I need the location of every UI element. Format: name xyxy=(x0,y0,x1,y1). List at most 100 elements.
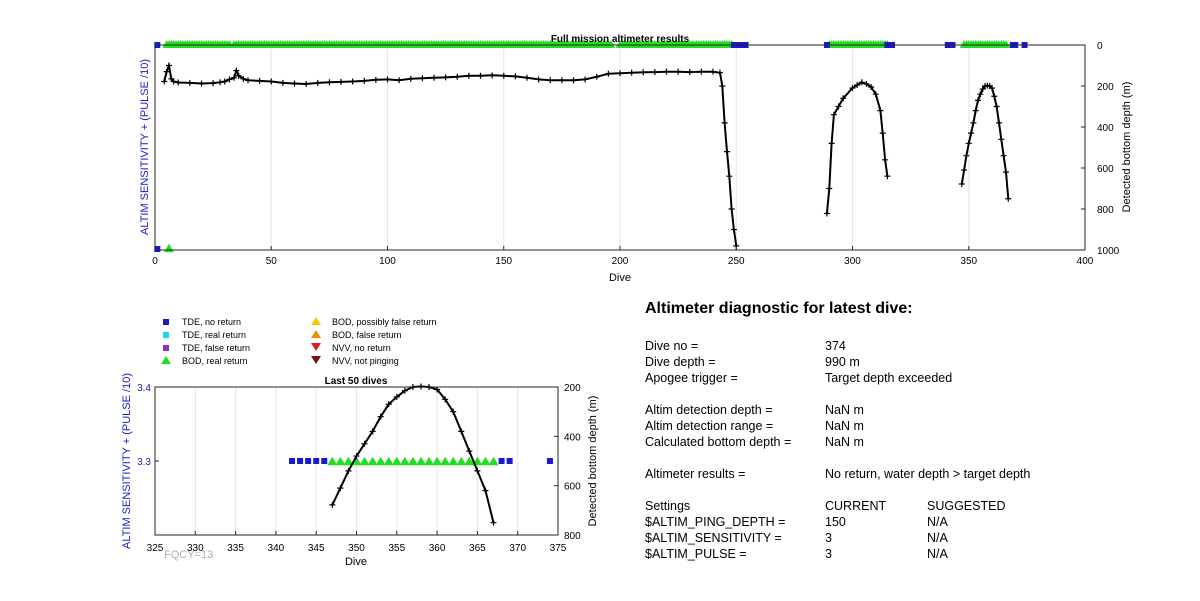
bod-real-return-marker xyxy=(424,456,435,466)
y-right-tick-label: 400 xyxy=(1097,123,1114,134)
ping-depth-current: 150 xyxy=(825,515,846,529)
depth-point xyxy=(279,79,286,86)
settings-header-row: Settings CURRENT SUGGESTED xyxy=(645,498,1165,514)
depth-point xyxy=(217,79,224,86)
square-marker-icon xyxy=(163,345,169,351)
triangle-up-marker-icon xyxy=(161,356,171,364)
depth-point xyxy=(675,68,682,75)
depth-point xyxy=(628,69,635,76)
tde-no-return-marker xyxy=(321,458,328,464)
dive-depth-value: 990 m xyxy=(825,355,860,369)
calc-bottom-row: Calculated bottom depth = NaN m xyxy=(645,434,1165,450)
depth-point xyxy=(442,74,449,81)
legend-item-nvv-not-pinging: NVV, not pinging xyxy=(310,355,399,367)
current-header: CURRENT xyxy=(825,499,887,513)
depth-point xyxy=(728,206,735,212)
bottom-x-ticks: 325 330 335 340 345 350 355 360 365 370 375 xyxy=(147,531,567,554)
depth-point xyxy=(240,75,247,82)
sensitivity-label: $ALTIM_SENSITIVITY = xyxy=(645,531,782,545)
depth-point xyxy=(593,73,600,80)
depth-point xyxy=(989,85,995,92)
depth-point xyxy=(377,413,384,420)
depth-point xyxy=(482,487,489,494)
bod-real-return-marker xyxy=(359,456,370,466)
x-tick-label: 100 xyxy=(379,256,396,267)
sensitivity-current: 3 xyxy=(825,531,832,545)
bod-real-return-marker xyxy=(456,456,467,466)
depth-point xyxy=(830,111,837,118)
dive-no-label: Dive no = xyxy=(645,339,699,353)
bod-real-return-marker xyxy=(367,456,378,466)
legend-label: NVV, not pinging xyxy=(332,356,399,366)
x-tick-label: 325 xyxy=(147,543,164,554)
legend-item-bod-real-return: BOD, real return xyxy=(160,355,248,367)
depth-point xyxy=(161,78,168,85)
tde-no-return-marker xyxy=(546,458,553,464)
altim-det-depth-value: NaN m xyxy=(825,403,864,417)
depth-point xyxy=(175,79,182,86)
depth-point xyxy=(965,140,972,147)
legend-label: BOD, possibly false return xyxy=(332,317,437,327)
legend-label: NVV, no return xyxy=(332,343,391,353)
pulse-label: $ALTIM_PULSE = xyxy=(645,547,747,561)
y-right-tick-label: 800 xyxy=(564,531,581,542)
bod-real-return-marker xyxy=(606,40,616,48)
depth-point xyxy=(345,467,352,474)
altim-det-depth-label: Altim detection depth = xyxy=(645,403,773,417)
legend-label: BOD, real return xyxy=(182,356,248,366)
calc-bottom-value: NaN m xyxy=(825,435,864,449)
bottom-y-left-label: ALTIM SENSITIVITY + (PULSE /10) xyxy=(121,373,133,549)
apogee-row: Apogee trigger = Target depth exceeded xyxy=(645,370,1165,386)
depth-point xyxy=(854,81,861,88)
depth-point xyxy=(349,78,356,85)
depth-point xyxy=(431,74,437,81)
ping-depth-suggested: N/A xyxy=(927,515,948,529)
depth-point xyxy=(490,519,497,526)
depth-point xyxy=(840,95,847,102)
triangle-up-marker-icon xyxy=(311,317,321,325)
legend: TDE, no return TDE, real return TDE, fal… xyxy=(160,316,490,366)
dive-no-value: 374 xyxy=(825,339,846,353)
depth-point xyxy=(163,68,170,75)
depth-point xyxy=(963,152,970,159)
depth-point xyxy=(235,72,242,79)
depth-point xyxy=(872,91,879,98)
depth-point xyxy=(686,69,693,76)
legend-item-bod-possibly-false: BOD, possibly false return xyxy=(310,316,437,328)
bod-real-return-marker xyxy=(1001,40,1011,48)
y-right-tick-label: 200 xyxy=(1097,82,1114,93)
depth-point xyxy=(419,75,426,82)
depth-point xyxy=(868,84,875,91)
suggested-header: SUGGESTED xyxy=(927,499,1006,513)
depth-point xyxy=(512,73,519,80)
legend-item-bod-false-return: BOD, false return xyxy=(310,329,402,341)
settings-label: Settings xyxy=(645,499,691,513)
ping-depth-label: $ALTIM_PING_DEPTH = xyxy=(645,515,786,529)
y-right-tick-label: 800 xyxy=(1097,205,1114,216)
altim-det-depth-row: Altim detection depth = NaN m xyxy=(645,402,1165,418)
top-marks xyxy=(154,40,1028,253)
depth-point xyxy=(849,85,856,92)
depth-point xyxy=(1000,152,1007,159)
altim-det-range-value: NaN m xyxy=(825,419,864,433)
x-tick-label: 300 xyxy=(844,256,861,267)
last-50-dives-chart: 325 330 335 340 345 350 355 360 365 370 375 3.3 3.4… xyxy=(121,373,599,568)
tde-no-return-marker xyxy=(297,458,304,464)
bottom-chart-title: Last 50 dives xyxy=(325,376,388,387)
x-tick-label: 335 xyxy=(227,543,244,554)
y-right-tick-label: 200 xyxy=(564,383,581,394)
depth-point xyxy=(210,80,217,87)
depth-point xyxy=(337,485,344,492)
depth-point xyxy=(968,130,975,137)
depth-point xyxy=(361,440,368,447)
altim-det-range-label: Altim detection range = xyxy=(645,419,774,433)
tde-no-return-marker xyxy=(313,458,320,464)
legend-label: BOD, false return xyxy=(332,330,402,340)
results-value: No return, water depth > target depth xyxy=(825,467,1031,481)
depth-point xyxy=(877,107,884,114)
triangle-down-marker-icon xyxy=(311,356,321,364)
depth-point xyxy=(570,77,577,84)
bod-real-return-marker xyxy=(432,456,443,466)
depth-point xyxy=(605,70,612,77)
dive-depth-row: Dive depth = 990 m xyxy=(645,354,1165,370)
